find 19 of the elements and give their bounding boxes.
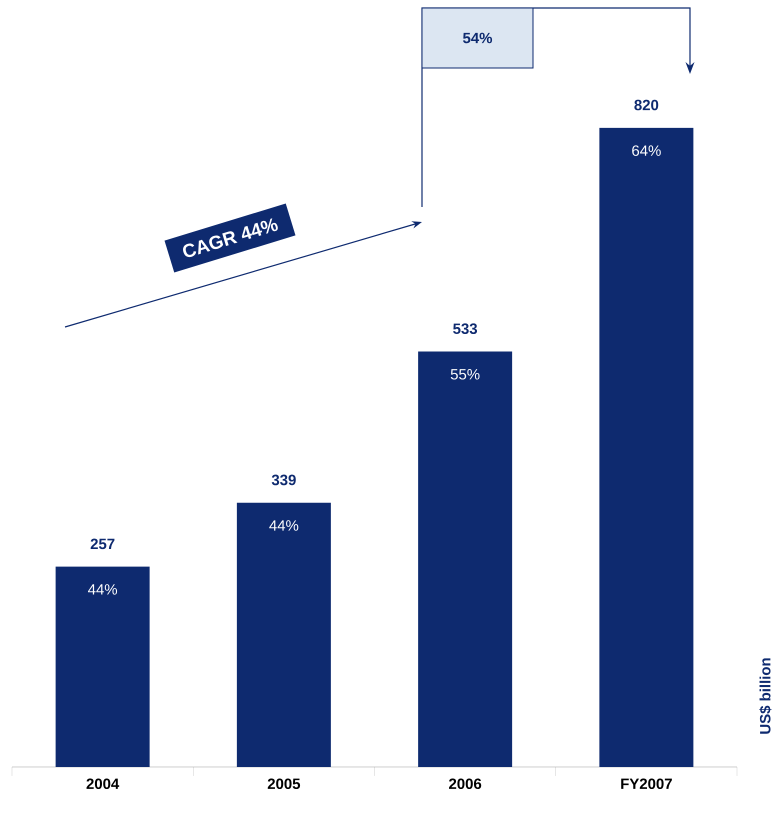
x-tick-label: 2005: [268, 778, 300, 790]
data-label: 257: [90, 538, 114, 550]
data-label: 820: [634, 100, 658, 110]
annotation: 55%: [450, 369, 480, 380]
annotation: 44%: [269, 520, 298, 531]
bar: [236, 502, 331, 767]
x-tick-label: FY2007: [621, 778, 672, 790]
annotation: CAGR 44%: [183, 218, 278, 258]
x-tick-label: 2006: [449, 778, 482, 790]
data-label: 533: [453, 323, 478, 334]
bar: [56, 566, 150, 767]
x-tick-label: 2004: [86, 778, 120, 790]
text: 54%: [462, 32, 492, 44]
bar: [599, 128, 694, 767]
data-label: 339: [272, 474, 296, 486]
y-axis-title: US$ billion: [759, 658, 772, 734]
bar: [418, 352, 512, 767]
annotation: 44%: [88, 584, 118, 595]
annotation: 64%: [632, 145, 661, 156]
